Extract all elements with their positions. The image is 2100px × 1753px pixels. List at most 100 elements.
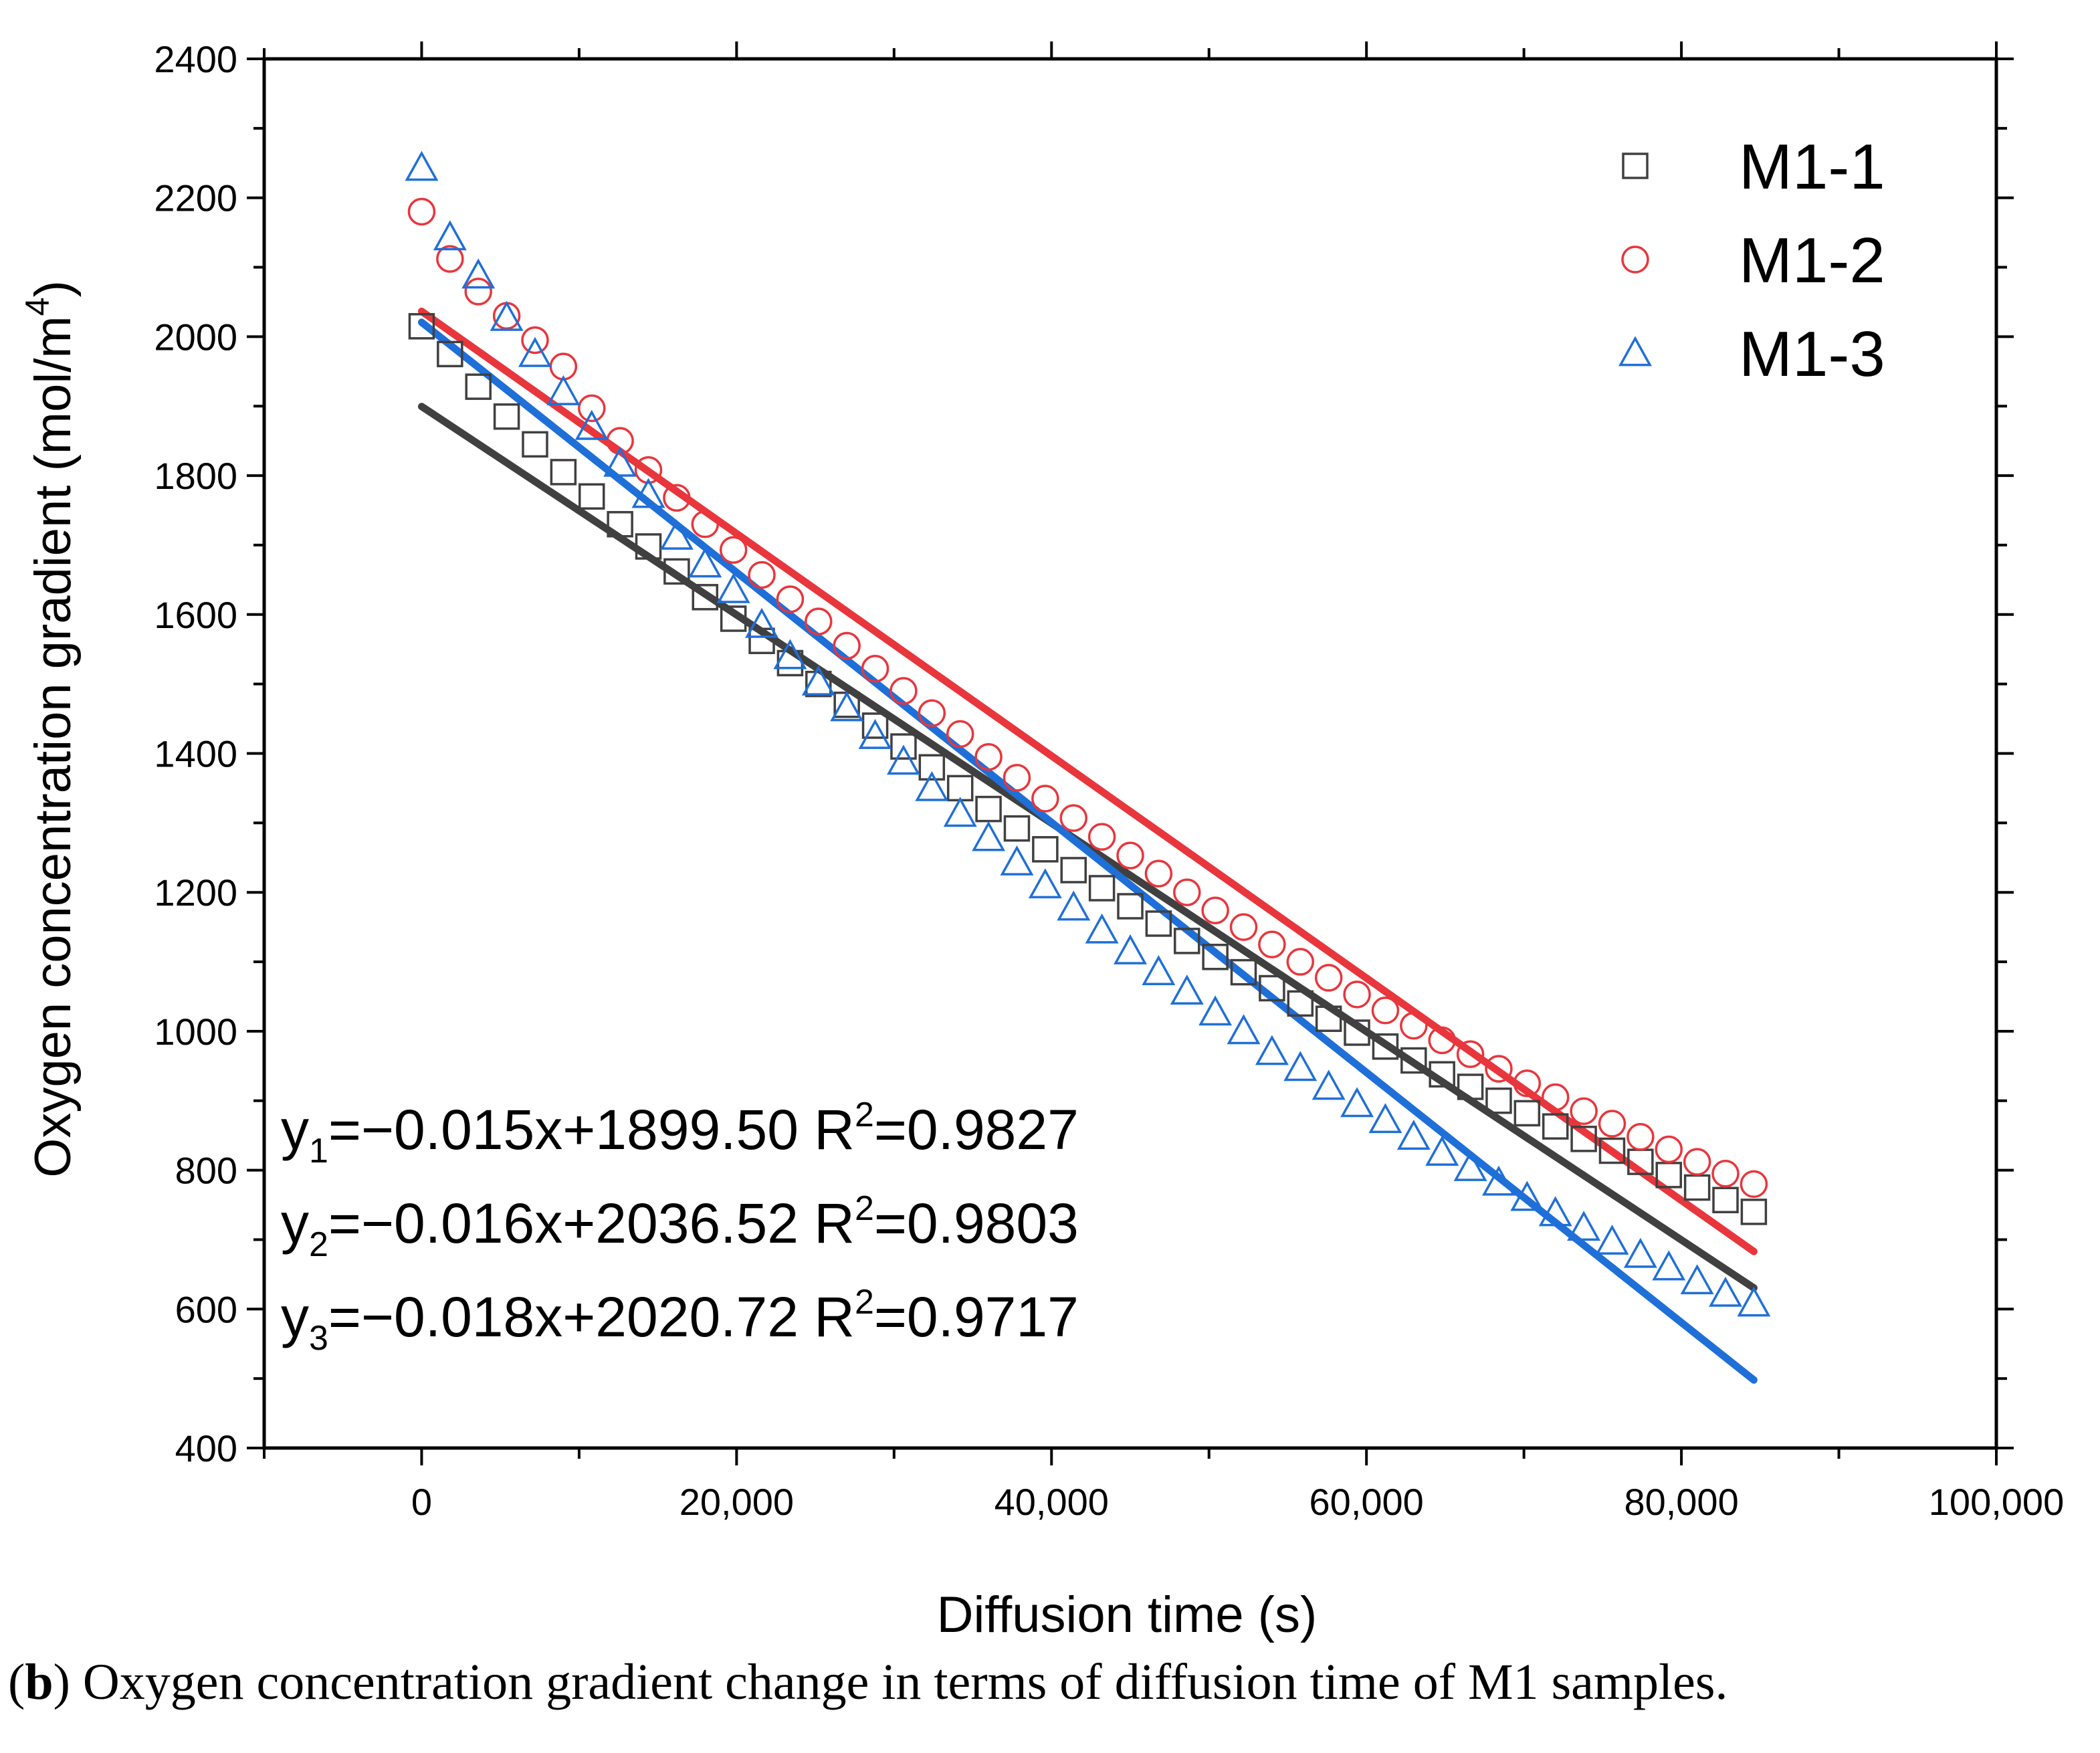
y-tick-label: 1800 [154, 455, 237, 497]
eq-superscript: 2 [855, 1189, 874, 1228]
data-point-m1-3 [1311, 1069, 1346, 1100]
data-point-m1-3 [1567, 1211, 1601, 1241]
data-point-m1-2 [492, 302, 521, 330]
data-point-m1-2 [1683, 1148, 1711, 1176]
data-point-m1-3 [1510, 1180, 1544, 1211]
data-point-m1-1 [1315, 1005, 1342, 1032]
data-point-m1-1 [663, 558, 690, 585]
data-point-m1-1 [437, 340, 463, 368]
data-point-m1-1 [1712, 1187, 1739, 1214]
data-point-m1-2 [407, 197, 436, 226]
data-point-m1-3 [1114, 934, 1147, 964]
data-point-m1-2 [1655, 1135, 1683, 1164]
data-point-m1-3 [801, 665, 835, 696]
y-tick-label: 1400 [154, 733, 237, 775]
data-point-m1-3 [1368, 1103, 1402, 1134]
data-point-m1-3 [688, 547, 722, 578]
data-point-m1-2 [1343, 981, 1371, 1009]
fit-equations: y1=−0.015x+1899.50 R2=0.9827y2=−0.016x+2… [281, 1096, 1079, 1358]
data-point-m1-1 [1372, 1033, 1399, 1060]
data-point-m1-1 [1060, 857, 1087, 884]
data-point-m1-1 [720, 605, 747, 632]
data-point-m1-2 [776, 585, 805, 613]
data-point-m1-2 [1740, 1170, 1768, 1199]
data-point-m1-1 [1003, 815, 1031, 842]
data-point-m1-2 [805, 607, 833, 635]
y-tick-label: 2400 [154, 38, 237, 80]
data-point-m1-3 [1198, 995, 1233, 1026]
x-tick-label: 100,000 [1929, 1481, 2064, 1523]
data-point-m1-1 [1174, 928, 1200, 954]
legend-label-m1-3: M1-3 [1739, 318, 1885, 390]
data-point-m1-3 [405, 150, 439, 181]
data-point-m1-1 [1485, 1088, 1512, 1114]
eq-superscript: 2 [855, 1096, 874, 1134]
x-tick-label: 60,000 [1309, 1481, 1424, 1523]
data-point-m1-1 [465, 373, 492, 400]
data-point-m1-3 [631, 478, 665, 508]
data-point-m1-1 [1145, 910, 1172, 937]
data-point-m1-3 [518, 336, 552, 367]
eq-superscript: 2 [855, 1283, 874, 1322]
data-point-m1-1 [946, 775, 974, 802]
data-point-m1-1 [1598, 1137, 1626, 1164]
data-point-m1-2 [833, 631, 861, 660]
data-point-m1-3 [1709, 1276, 1742, 1307]
data-point-m1-1 [975, 795, 1002, 823]
data-point-m1-1 [408, 313, 435, 340]
data-point-m1-1 [1088, 875, 1116, 902]
data-point-m1-1 [1683, 1174, 1711, 1201]
eq-subscript: 2 [309, 1225, 328, 1264]
data-point-m1-2 [1286, 948, 1315, 976]
data-point-m1-2 [464, 278, 492, 306]
y-axis-title-sup: 4 [19, 298, 56, 316]
data-point-m1-1 [1400, 1047, 1427, 1074]
data-point-m1-3 [830, 691, 864, 722]
data-point-m1-1 [1202, 944, 1229, 970]
data-point-m1-2 [1229, 913, 1258, 941]
data-point-m1-2 [634, 456, 663, 484]
data-point-m1-1 [1542, 1113, 1569, 1140]
eq-r-value: =0.9717 [874, 1285, 1079, 1348]
data-point-m1-3 [433, 220, 467, 251]
data-point-m1-2 [946, 720, 974, 748]
data-point-m1-1 [1429, 1061, 1455, 1088]
y-axis-title-main: Oxygen concentration gradient (mol/m [25, 316, 82, 1177]
data-point-m1-2 [748, 560, 776, 589]
figure-caption: (b) Oxygen concentration gradient change… [8, 1654, 1728, 1710]
data-point-m1-3 [574, 409, 609, 440]
data-point-m1-1 [748, 627, 775, 655]
data-point-m1-3 [716, 573, 750, 603]
data-point-m1-3 [490, 300, 524, 331]
data-point-m1-1 [805, 670, 832, 698]
fit-equation-2: y2=−0.016x+2036.52 R2=0.9803 [281, 1189, 1079, 1264]
data-point-m1-3 [1396, 1120, 1431, 1150]
data-point-m1-3 [1000, 845, 1034, 875]
y-tick-label: 800 [175, 1150, 237, 1192]
fit-line-m1-3 [417, 318, 1758, 1384]
data-point-m1-3 [1595, 1224, 1629, 1255]
data-point-m1-2 [1485, 1055, 1513, 1083]
y-tick-label: 400 [175, 1427, 237, 1469]
legend-marker-m1-1 [1622, 152, 1649, 179]
caption-label: b [25, 1654, 54, 1710]
caption-text: Oxygen concentration gradient change in … [70, 1654, 1728, 1710]
data-point-m1-1 [607, 511, 633, 538]
data-point-m1-3 [1481, 1165, 1515, 1196]
data-point-m1-1 [1457, 1073, 1484, 1100]
data-point-m1-3 [1680, 1264, 1714, 1295]
eq-subscript: 1 [309, 1132, 328, 1170]
data-point-m1-1 [1117, 893, 1144, 920]
data-point-m1-3 [773, 639, 807, 669]
data-point-m1-3 [745, 607, 779, 638]
data-point-m1-2 [1626, 1123, 1655, 1151]
data-point-m1-2 [1087, 823, 1116, 851]
data-point-m1-2 [1456, 1040, 1485, 1068]
data-point-m1-3 [603, 446, 637, 477]
data-point-m1-3 [1283, 1051, 1318, 1081]
data-point-m1-2 [1314, 964, 1343, 992]
data-point-m1-3 [546, 375, 581, 405]
data-point-m1-1 [1032, 836, 1059, 863]
data-point-m1-2 [1031, 785, 1059, 813]
data-point-m1-3 [943, 797, 977, 827]
